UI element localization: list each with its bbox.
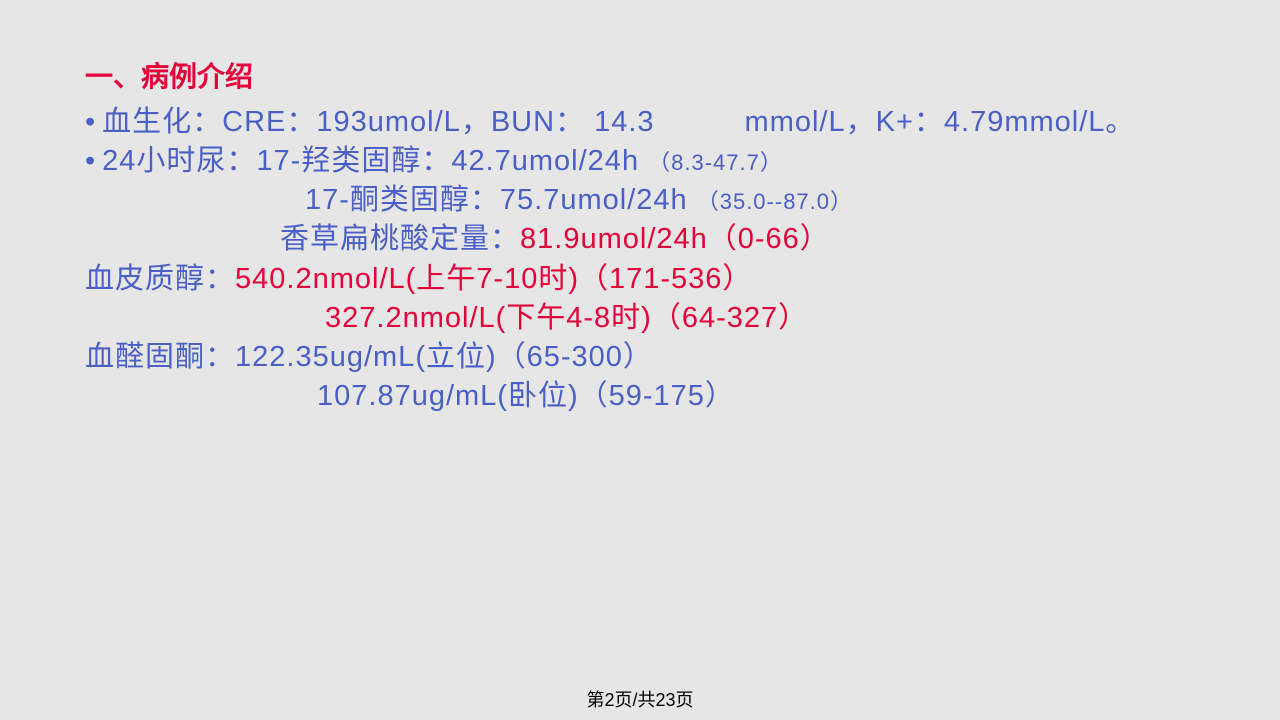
lab-vma-label: 香草扁桃酸定量： [280,223,520,255]
lab-aldosterone-standing-line: 血醛固酮：122.35ug/mL(立位)（65-300） [85,338,1195,377]
lab-cortisol-label: 血皮质醇： [85,263,235,295]
page-number: 第2页/共23页 [0,686,1280,712]
lab-aldosterone-supine-value: 107.87ug/mL(卧位)（59-175） [317,380,735,412]
lab-vma-value: 81.9umol/24h（0-66） [520,223,830,255]
lab-cortisol-pm-line: 327.2nmol/L(下午4-8时)（64-327） [85,299,1195,338]
bullet-marker: • [85,103,102,142]
bullet-marker: • [85,142,102,181]
lab-urine-17oh-text: 24小时尿：17-羟类固醇：42.7umol/24h [102,145,648,177]
lab-biochem-text: 血生化：CRE：193umol/L，BUN： 14.3 mmol/L，K+：4.… [102,103,1135,142]
section-heading: 一、病例介绍 [85,55,1195,95]
lab-urine-17keto-text: 17-酮类固醇：75.7umol/24h [305,184,697,216]
lab-vma-line: 香草扁桃酸定量：81.9umol/24h（0-66） [85,220,1195,259]
lab-aldosterone-label: 血醛固酮： [85,341,235,373]
lab-urine-17oh-row: 24小时尿：17-羟类固醇：42.7umol/24h （8.3-47.7） [102,142,783,181]
lab-urine-17oh-line: • 24小时尿：17-羟类固醇：42.7umol/24h （8.3-47.7） [85,142,1195,181]
lab-biochem-line: • 血生化：CRE：193umol/L，BUN： 14.3 mmol/L，K+：… [85,103,1195,142]
lab-aldosterone-standing-value: 122.35ug/mL(立位)（65-300） [235,341,653,373]
lab-urine-17oh-ref: （8.3-47.7） [648,150,783,175]
slide-content: 一、病例介绍 • 血生化：CRE：193umol/L，BUN： 14.3 mmo… [0,0,1280,416]
lab-aldosterone-supine-line: 107.87ug/mL(卧位)（59-175） [85,377,1195,416]
lab-urine-17keto-line: 17-酮类固醇：75.7umol/24h （35.0--87.0） [85,181,1195,220]
lab-cortisol-am-line: 血皮质醇：540.2nmol/L(上午7-10时)（171-536） [85,260,1195,299]
lab-urine-17keto-ref: （35.0--87.0） [697,189,853,214]
lab-cortisol-am-value: 540.2nmol/L(上午7-10时)（171-536） [235,263,752,295]
lab-cortisol-pm-value: 327.2nmol/L(下午4-8时)（64-327） [325,302,808,334]
